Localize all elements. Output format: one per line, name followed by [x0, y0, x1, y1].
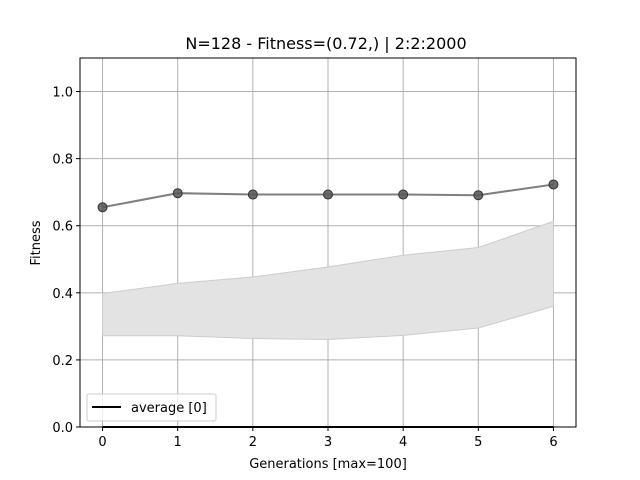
- data-point: [97, 202, 108, 213]
- y-tick-label: 1.0: [52, 86, 73, 101]
- x-tick-label: 5: [474, 435, 482, 450]
- data-point: [323, 189, 333, 200]
- legend-box: [86, 393, 217, 422]
- x-tick-label: 4: [399, 435, 407, 450]
- data-point: [548, 179, 559, 190]
- y-axis-ticks: 0.0 0.2 0.4 0.6 0.8 1.0: [52, 86, 80, 436]
- x-tick-label: 1: [174, 435, 182, 450]
- x-axis-label: Generations [max=100]: [249, 457, 407, 472]
- fitness-range-band: [102, 220, 554, 340]
- x-axis-ticks: 0 1 2 3 4 5 6: [98, 427, 558, 450]
- y-tick-label: 0.0: [52, 421, 73, 436]
- data-point: [247, 189, 258, 200]
- fitness-band-area: [102, 220, 554, 340]
- x-tick-label: 2: [249, 435, 257, 450]
- data-point: [398, 189, 409, 200]
- legend-label: average [0]: [131, 401, 207, 416]
- y-axis-label: Fitness: [29, 220, 44, 265]
- x-tick-label: 3: [324, 435, 332, 450]
- legend: average [0]: [86, 393, 217, 422]
- y-tick-label: 0.4: [52, 287, 73, 302]
- y-tick-label: 0.6: [52, 220, 73, 235]
- data-point: [172, 188, 183, 199]
- y-tick-label: 0.8: [52, 153, 73, 168]
- x-tick-label: 6: [549, 435, 557, 450]
- y-tick-label: 0.2: [52, 354, 73, 369]
- chart-title: N=128 - Fitness=(0.72,) | 2:2:2000: [185, 34, 466, 53]
- x-tick-label: 0: [98, 435, 106, 450]
- data-point: [473, 190, 484, 201]
